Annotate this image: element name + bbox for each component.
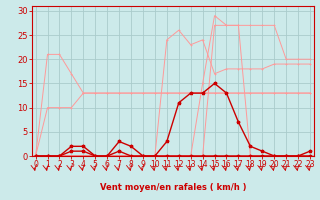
X-axis label: Vent moyen/en rafales ( km/h ): Vent moyen/en rafales ( km/h ) [100,183,246,192]
